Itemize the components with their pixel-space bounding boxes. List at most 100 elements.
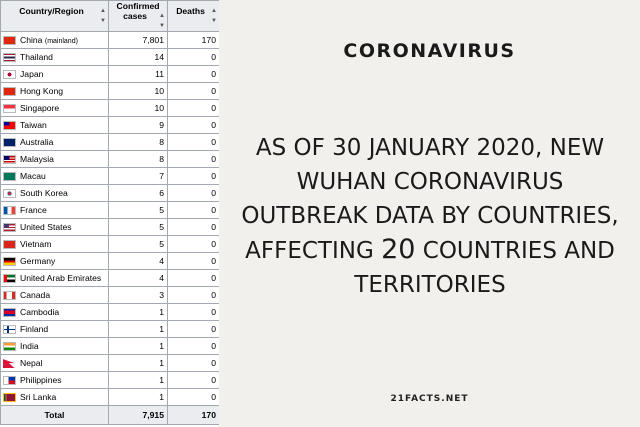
table-row: Finland 1 0 (0, 320, 219, 338)
thailand-flag-icon (3, 53, 16, 63)
deaths-cell: 0 (167, 116, 219, 134)
country-cell: India (0, 337, 109, 355)
table-row: Germany 4 0 (0, 252, 219, 270)
country-name[interactable]: Finland (20, 323, 49, 334)
sort-icon[interactable]: ▲ ▼ (211, 8, 217, 24)
headline: AS OF 30 JANUARY 2020, NEW WUHAN CORONAV… (232, 131, 628, 302)
country-name[interactable]: France (20, 204, 47, 215)
country-cell: China (mainland) (0, 31, 109, 49)
table-row: Hong Kong 10 0 (0, 82, 219, 100)
deaths-cell: 0 (167, 218, 219, 236)
confirmed-cell: 5 (108, 218, 168, 236)
confirmed-column-header[interactable]: Confirmed cases ▲ ▼ (108, 0, 168, 32)
deaths-cell: 0 (167, 235, 219, 253)
philippines-flag-icon (3, 376, 16, 386)
country-name[interactable]: Germany (20, 255, 56, 266)
country-cell: Singapore (0, 99, 109, 117)
table-body: China (mainland) 7,801 170 Thailand 14 0 Japan… (0, 31, 219, 406)
country-cell: Macau (0, 167, 109, 185)
table-row: Australia 8 0 (0, 133, 219, 151)
table-row: United States 5 0 (0, 218, 219, 236)
country-name[interactable]: South Korea (20, 187, 68, 198)
deaths-column-header[interactable]: Deaths ▲ ▼ (167, 0, 219, 32)
country-cell: South Korea (0, 184, 109, 202)
country-name[interactable]: Australia (20, 136, 54, 147)
uae-flag-icon (3, 274, 16, 284)
country-name[interactable]: Nepal (20, 357, 43, 368)
confirmed-cell: 6 (108, 184, 168, 202)
country-name[interactable]: Thailand (20, 51, 53, 62)
vietnam-flag-icon (3, 240, 16, 250)
table-row: Japan 11 0 (0, 65, 219, 83)
deaths-cell: 0 (167, 303, 219, 321)
country-name[interactable]: United Arab Emirates (20, 272, 102, 283)
finland-flag-icon (3, 325, 16, 335)
country-column-header[interactable]: Country/Region ▲ ▼ (0, 0, 109, 32)
country-name[interactable]: Canada (20, 289, 51, 300)
table-header-row: Country/Region ▲ ▼ Confirmed cases ▲ ▼ Death… (0, 0, 219, 32)
confirmed-cell: 3 (108, 286, 168, 304)
confirmed-cell: 1 (108, 320, 168, 338)
deaths-cell: 0 (167, 133, 219, 151)
table-row: Macau 7 0 (0, 167, 219, 185)
deaths-cell: 0 (167, 252, 219, 270)
india-flag-icon (3, 342, 16, 352)
country-name[interactable]: Singapore (20, 102, 60, 113)
table-row: South Korea 6 0 (0, 184, 219, 202)
sort-icon[interactable]: ▲ ▼ (159, 13, 165, 29)
country-name[interactable]: Japan (20, 68, 44, 79)
country-cell: Australia (0, 133, 109, 151)
country-name[interactable]: India (20, 340, 39, 351)
country-note: (mainland) (44, 37, 78, 45)
deaths-cell: 0 (167, 354, 219, 372)
country-cell: Malaysia (0, 150, 109, 168)
sort-icon[interactable]: ▲ ▼ (100, 8, 106, 24)
cases-table-panel: Country/Region ▲ ▼ Confirmed cases ▲ ▼ Death… (0, 0, 219, 427)
confirmed-cell: 8 (108, 150, 168, 168)
australia-flag-icon (3, 138, 16, 148)
country-cell: United States (0, 218, 109, 236)
table-row: United Arab Emirates 4 0 (0, 269, 219, 287)
deaths-cell: 0 (167, 371, 219, 389)
country-name[interactable]: Cambodia (20, 306, 60, 317)
confirmed-cell: 1 (108, 371, 168, 389)
country-name[interactable]: United States (20, 221, 72, 232)
deaths-cell: 0 (167, 184, 219, 202)
canada-flag-icon (3, 291, 16, 301)
headline-text: AS OF 30 JANUARY 2020, NEW WUHAN CORONAV… (241, 135, 619, 264)
deaths-cell: 0 (167, 150, 219, 168)
country-cell: Cambodia (0, 303, 109, 321)
confirmed-cell: 8 (108, 133, 168, 151)
deaths-cell: 0 (167, 65, 219, 83)
country-cell: Finland (0, 320, 109, 338)
country-name[interactable]: Macau (20, 170, 46, 181)
country-cell: Thailand (0, 48, 109, 66)
country-name[interactable]: Sri Lanka (20, 391, 57, 402)
germany-flag-icon (3, 257, 16, 267)
table-row: India 1 0 (0, 337, 219, 355)
deaths-cell: 170 (167, 31, 219, 49)
confirmed-cell: 4 (108, 269, 168, 287)
china-flag-icon (3, 36, 16, 46)
country-name[interactable]: Philippines (20, 374, 62, 385)
deaths-cell: 0 (167, 337, 219, 355)
table-row: Thailand 14 0 (0, 48, 219, 66)
france-flag-icon (3, 206, 16, 216)
country-name[interactable]: Hong Kong (20, 85, 64, 96)
country-name[interactable]: Vietnam (20, 238, 52, 249)
confirmed-cell: 10 (108, 99, 168, 117)
table-row: China (mainland) 7,801 170 (0, 31, 219, 49)
country-name[interactable]: China (20, 34, 43, 45)
country-name[interactable]: Malaysia (20, 153, 54, 164)
table-row: Taiwan 9 0 (0, 116, 219, 134)
deaths-cell: 0 (167, 269, 219, 287)
singapore-flag-icon (3, 104, 16, 114)
country-cell: Nepal (0, 354, 109, 372)
country-cell: Canada (0, 286, 109, 304)
confirmed-cell: 7 (108, 167, 168, 185)
country-name[interactable]: Taiwan (20, 119, 47, 130)
table-row: Sri Lanka 1 0 (0, 388, 219, 406)
deaths-cell: 0 (167, 388, 219, 406)
table-row: Cambodia 1 0 (0, 303, 219, 321)
total-deaths: 170 (167, 405, 219, 425)
